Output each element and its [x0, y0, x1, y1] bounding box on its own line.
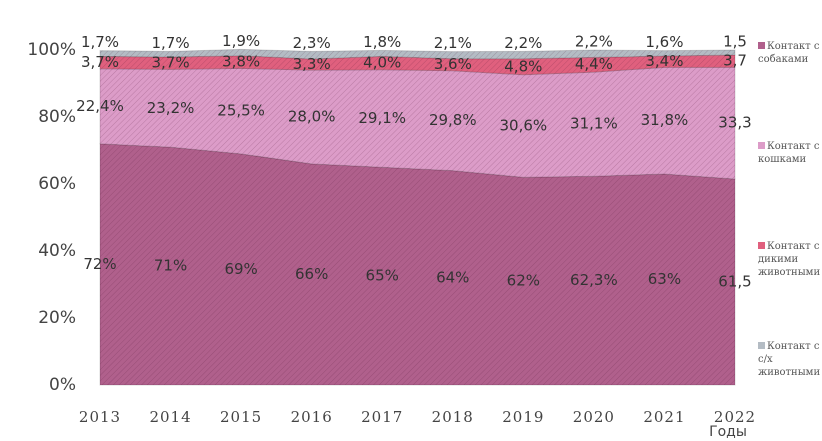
legend-item: Контакт с дикими животными — [758, 240, 820, 279]
x-tick-label: 2014 — [149, 408, 191, 426]
x-tick-label: 2015 — [220, 408, 262, 426]
value-label: 31,8% — [641, 111, 689, 129]
value-label: 3,7 — [723, 52, 747, 70]
value-label: 63% — [648, 270, 681, 288]
legend-swatch — [758, 242, 765, 249]
x-tick-label: 2021 — [643, 408, 685, 426]
legend-item: Контакт с собаками — [758, 40, 820, 66]
legend-swatch — [758, 342, 765, 349]
legend-text: Контакт с дикими животными — [758, 241, 820, 278]
value-label: 3,6% — [434, 55, 472, 73]
value-label: 2,2% — [575, 33, 613, 51]
value-label: 69% — [224, 260, 257, 278]
value-label: 1,5 — [723, 33, 747, 51]
y-tick-label: 100% — [27, 40, 76, 60]
value-label: 3,7% — [152, 54, 190, 72]
y-tick-label: 60% — [38, 174, 76, 194]
x-tick-label: 2013 — [79, 408, 121, 426]
value-label: 23,2% — [147, 99, 195, 117]
x-tick-label: 2016 — [291, 408, 333, 426]
value-label: 64% — [436, 268, 469, 286]
value-label: 72% — [83, 255, 116, 273]
y-tick-label: 40% — [38, 241, 76, 261]
area-hatch — [100, 67, 735, 179]
value-label: 1,8% — [363, 33, 401, 51]
value-label: 1,7% — [81, 33, 119, 51]
y-tick-label: 0% — [49, 375, 76, 395]
y-tick-label: 20% — [38, 308, 76, 328]
value-label: 1,7% — [152, 34, 190, 52]
x-tick-label: 2018 — [432, 408, 474, 426]
legend-swatch — [758, 142, 765, 149]
value-label: 4,4% — [575, 55, 613, 73]
legend-swatch — [758, 42, 765, 49]
value-label: 4,8% — [504, 57, 542, 75]
value-label: 2,3% — [293, 34, 331, 52]
x-axis-label: Годы — [709, 424, 747, 440]
value-label: 3,4% — [645, 52, 683, 70]
value-label: 3,7% — [81, 53, 119, 71]
value-label: 31,1% — [570, 115, 618, 133]
value-label: 28,0% — [288, 108, 336, 126]
value-label: 2,1% — [434, 34, 472, 52]
x-tick-label: 2017 — [361, 408, 403, 426]
value-label: 2,2% — [504, 34, 542, 52]
value-label: 3,8% — [222, 53, 260, 71]
value-label: 62% — [507, 272, 540, 290]
value-label: 61,5 — [718, 272, 751, 290]
value-label: 29,8% — [429, 111, 477, 129]
area-hatch — [100, 49, 735, 60]
legend-item: Контакт с с/х животными — [758, 340, 820, 379]
value-label: 1,6% — [645, 33, 683, 51]
value-label: 65% — [366, 267, 399, 285]
legend-text: Контакт с собаками — [758, 41, 820, 65]
legend-item: Контакт с кошками — [758, 140, 820, 166]
area-hatch — [100, 55, 735, 75]
area-hatch — [100, 143, 735, 385]
value-label: 29,1% — [358, 109, 406, 127]
y-tick-label: 80% — [38, 107, 76, 127]
x-tick-label: 2022 — [714, 408, 756, 426]
value-label: 3,3% — [293, 55, 331, 73]
x-tick-label: 2020 — [573, 408, 615, 426]
value-label: 22,4% — [76, 97, 124, 115]
value-label: 62,3% — [570, 271, 618, 289]
value-label: 33,3 — [718, 114, 751, 132]
legend-text: Контакт с кошками — [758, 141, 820, 165]
value-label: 25,5% — [217, 102, 265, 120]
legend-text: Контакт с с/х животными — [758, 341, 820, 378]
value-label: 30,6% — [500, 117, 548, 135]
value-label: 4,0% — [363, 54, 401, 72]
value-label: 66% — [295, 265, 328, 283]
value-label: 1,9% — [222, 32, 260, 50]
value-label: 71% — [154, 257, 187, 275]
x-tick-label: 2019 — [502, 408, 544, 426]
